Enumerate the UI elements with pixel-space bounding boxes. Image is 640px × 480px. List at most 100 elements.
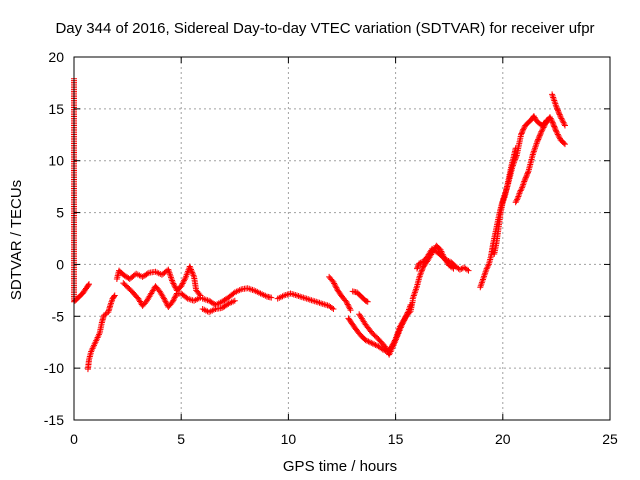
data-point [559, 116, 566, 123]
data-point [553, 105, 560, 112]
data-point [522, 174, 529, 181]
series-seg-d [120, 280, 204, 310]
y-tick-label: -15 [44, 412, 64, 428]
data-point [537, 129, 544, 136]
data-point [86, 281, 93, 288]
data-point [369, 340, 376, 347]
data-point [550, 120, 557, 127]
data-point [524, 169, 531, 176]
data-point [535, 135, 542, 142]
data-point [171, 294, 178, 301]
data-point [391, 339, 398, 346]
data-point [343, 298, 350, 305]
data-point [561, 141, 568, 148]
data-point [330, 279, 337, 286]
data-point [523, 173, 530, 180]
data-point [111, 292, 118, 299]
data-point [384, 347, 391, 354]
series-seg-p [512, 114, 568, 206]
data-point [392, 337, 399, 344]
data-point [523, 171, 530, 178]
series-seg-e [199, 285, 275, 308]
data-point [362, 337, 369, 344]
data-point [541, 123, 548, 130]
data-point [401, 317, 408, 324]
data-point [400, 318, 407, 325]
x-tick-label: 20 [495, 431, 511, 447]
data-point [371, 341, 378, 348]
data-point [557, 112, 564, 119]
data-point [514, 196, 521, 203]
data-point [345, 302, 352, 309]
data-point [418, 267, 425, 274]
data-point [513, 197, 520, 204]
data-point [268, 294, 275, 301]
data-point [539, 127, 546, 134]
data-point [418, 268, 425, 275]
data-point [331, 281, 338, 288]
data-point [522, 175, 529, 182]
data-point [535, 136, 542, 143]
data-point [163, 299, 170, 306]
data-point [395, 328, 402, 335]
data-point [396, 327, 403, 334]
series-seg-q [549, 91, 568, 129]
data-point [524, 170, 531, 177]
data-point [181, 276, 188, 283]
data-point [346, 305, 353, 312]
data-point [391, 340, 398, 347]
data-point [171, 283, 178, 290]
data-point [556, 134, 563, 141]
data-point [180, 279, 187, 286]
data-point [556, 110, 563, 117]
data-point [556, 111, 563, 118]
data-point [196, 291, 203, 298]
data-point [171, 296, 178, 302]
plot-frame [73, 56, 611, 421]
data-point [415, 262, 422, 269]
y-tick-label: -10 [44, 360, 64, 376]
series-seg-c [113, 263, 204, 299]
data-point [414, 265, 421, 272]
data-point [397, 326, 404, 333]
data-point [406, 309, 413, 316]
data-point [559, 118, 566, 125]
y-tick-label: 0 [56, 256, 64, 272]
data-point [518, 130, 525, 137]
data-point [383, 346, 390, 353]
data-point [398, 323, 405, 330]
data-point [417, 259, 424, 266]
series-seg-b [84, 292, 118, 373]
data-point [187, 264, 194, 271]
data-point [419, 264, 426, 271]
data-point [557, 114, 564, 121]
data-point [561, 122, 568, 129]
data-point [516, 188, 523, 195]
data-point [189, 269, 196, 276]
series-seg-g [274, 290, 337, 313]
data-point [347, 307, 354, 314]
data-point [394, 333, 401, 340]
data-point [397, 324, 404, 331]
data-point [483, 265, 490, 272]
data-point [363, 298, 370, 305]
data-point [444, 257, 451, 264]
data-point [558, 115, 565, 122]
data-point [392, 336, 399, 343]
data-point [381, 343, 388, 350]
data-point [399, 320, 406, 327]
x-tick-label: 0 [70, 431, 78, 447]
data-point [546, 114, 553, 121]
data-point [555, 107, 562, 114]
data-point [520, 125, 527, 132]
data-point [554, 131, 561, 138]
series-seg-o [491, 145, 519, 258]
data-point [331, 280, 338, 287]
data-point [344, 301, 351, 308]
data-point [85, 282, 92, 289]
data-point [368, 339, 375, 346]
data-point [555, 108, 562, 115]
series-seg-k [356, 297, 416, 358]
data-point [519, 129, 526, 136]
